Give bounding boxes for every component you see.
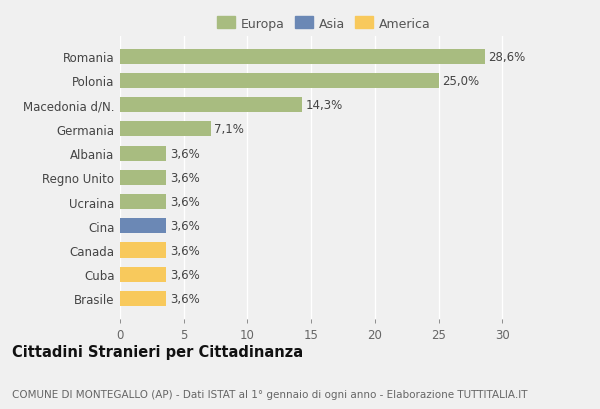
Bar [120,195,166,209]
Bar [120,122,211,137]
Bar [120,219,166,234]
Text: 3,6%: 3,6% [170,292,199,305]
Bar [120,291,166,306]
Bar [120,98,302,113]
Text: 25,0%: 25,0% [443,75,480,88]
Text: 3,6%: 3,6% [170,268,199,281]
Bar [120,146,166,161]
Text: 28,6%: 28,6% [488,51,526,64]
Text: COMUNE DI MONTEGALLO (AP) - Dati ISTAT al 1° gennaio di ogni anno - Elaborazione: COMUNE DI MONTEGALLO (AP) - Dati ISTAT a… [12,389,527,399]
Text: 3,6%: 3,6% [170,244,199,257]
Text: 3,6%: 3,6% [170,196,199,209]
Text: 3,6%: 3,6% [170,220,199,233]
Text: Cittadini Stranieri per Cittadinanza: Cittadini Stranieri per Cittadinanza [12,344,303,359]
Bar [120,49,485,65]
Text: 14,3%: 14,3% [306,99,343,112]
Text: 3,6%: 3,6% [170,171,199,184]
Legend: Europa, Asia, America: Europa, Asia, America [215,15,433,33]
Text: 3,6%: 3,6% [170,147,199,160]
Bar [120,267,166,282]
Bar [120,74,439,89]
Bar [120,243,166,258]
Bar [120,171,166,185]
Text: 7,1%: 7,1% [214,123,244,136]
